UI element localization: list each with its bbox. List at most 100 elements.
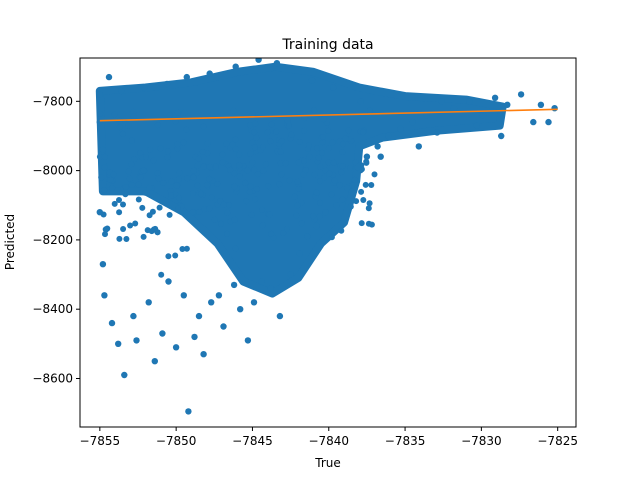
scatter-texture-point (236, 162, 243, 169)
scatter-texture-point (321, 174, 328, 181)
scatter-point (258, 278, 265, 285)
scatter-texture-point (204, 150, 211, 157)
scatter-texture-point (316, 213, 323, 220)
scatter-point (98, 174, 105, 181)
scatter-texture-point (155, 175, 162, 182)
scatter-texture-point (140, 167, 147, 174)
chart-title: Training data (281, 37, 373, 53)
scatter-texture-point (211, 216, 218, 223)
scatter-texture-point (259, 222, 266, 229)
scatter-point (551, 105, 558, 112)
scatter-texture-point (139, 204, 146, 211)
scatter-texture-point (368, 221, 375, 228)
scatter-point (250, 299, 258, 306)
scatter-point (517, 91, 525, 98)
scatter-point (96, 209, 104, 216)
scatter-texture-point (276, 181, 283, 188)
scatter-texture-point (294, 178, 301, 185)
y-tick-label: −7800 (32, 94, 73, 108)
scatter-texture-point (286, 122, 292, 129)
scatter-texture-point (300, 171, 307, 178)
scatter-texture-point (224, 209, 231, 216)
scatter-texture-point (278, 171, 285, 178)
scatter-texture-point (199, 149, 206, 155)
scatter-texture-point (181, 109, 188, 116)
scatter-texture-point (253, 186, 260, 192)
scatter-texture-point (190, 174, 197, 181)
scatter-point (180, 292, 187, 299)
scatter-texture-point (366, 200, 373, 207)
scatter-texture-point (111, 111, 118, 118)
y-tick-label: −8400 (32, 302, 73, 316)
scatter-texture-point (232, 245, 239, 252)
scatter-point (322, 209, 329, 216)
y-tick-label: −8000 (32, 164, 73, 178)
scatter-point (343, 184, 351, 192)
scatter-texture-point (122, 184, 129, 190)
scatter-texture-point (140, 233, 147, 240)
x-tick-label: −7850 (156, 434, 197, 448)
scatter-point (206, 70, 213, 77)
scatter-texture-point (128, 182, 135, 188)
scatter-point (374, 143, 381, 150)
scatter-point (191, 333, 198, 341)
y-tick-label: −8200 (32, 233, 73, 247)
scatter-texture-point (339, 163, 346, 170)
scatter-texture-point (198, 190, 204, 197)
scatter-point (479, 112, 487, 119)
scatter-texture-point (259, 206, 266, 213)
scatter-texture-point (97, 110, 104, 117)
scatter-texture-point (360, 197, 367, 203)
scatter-texture-point (293, 212, 300, 219)
scatter-texture-point (183, 245, 190, 252)
scatter-texture-point (265, 183, 272, 190)
scatter-texture-point (306, 153, 313, 160)
scatter-texture-point (107, 176, 114, 183)
scatter-texture-point (174, 109, 181, 116)
scatter-texture-point (230, 107, 237, 114)
scatter-texture-point (311, 171, 318, 178)
scatter-texture-point (183, 126, 190, 133)
scatter-texture-point (131, 156, 138, 163)
scatter-texture-point (154, 122, 161, 129)
scatter-texture-point (253, 134, 260, 141)
scatter-texture-point (363, 158, 370, 165)
scatter-texture-point (172, 118, 179, 125)
scatter-texture-point (116, 235, 123, 242)
scatter-texture-point (244, 167, 251, 174)
scatter-texture-point (223, 140, 230, 147)
scatter-texture-point (252, 120, 259, 127)
scatter-point (200, 351, 207, 358)
scatter-texture-point (351, 176, 358, 183)
scatter-texture-point (317, 178, 323, 185)
scatter-texture-point (284, 117, 291, 124)
scatter-point (99, 261, 107, 268)
scatter-texture-point (360, 129, 366, 136)
scatter-texture-point (291, 193, 298, 200)
scatter-texture-point (166, 112, 173, 119)
scatter-texture-point (224, 230, 230, 237)
scatter-point (498, 132, 505, 140)
scatter-point (244, 337, 252, 344)
scatter-point (195, 312, 203, 320)
scatter-texture-point (208, 194, 215, 201)
scatter-texture-point (311, 107, 318, 114)
scatter-texture-point (200, 123, 207, 130)
scatter-texture-point (232, 136, 239, 143)
scatter-texture-point (243, 198, 250, 205)
scatter-texture-point (315, 154, 322, 161)
scatter-point (530, 118, 537, 126)
scatter-texture-point (338, 227, 345, 234)
scatter-texture-point (295, 159, 302, 166)
scatter-texture-point (174, 145, 181, 152)
scatter-texture-point (249, 139, 256, 146)
scatter-point (133, 337, 140, 344)
scatter-texture-point (366, 107, 373, 114)
scatter-texture-point (329, 139, 336, 146)
scatter-texture-point (268, 121, 275, 128)
scatter-point (140, 84, 148, 91)
scatter-texture-point (218, 220, 224, 227)
scatter-point (545, 118, 552, 126)
scatter-texture-point (352, 159, 359, 166)
